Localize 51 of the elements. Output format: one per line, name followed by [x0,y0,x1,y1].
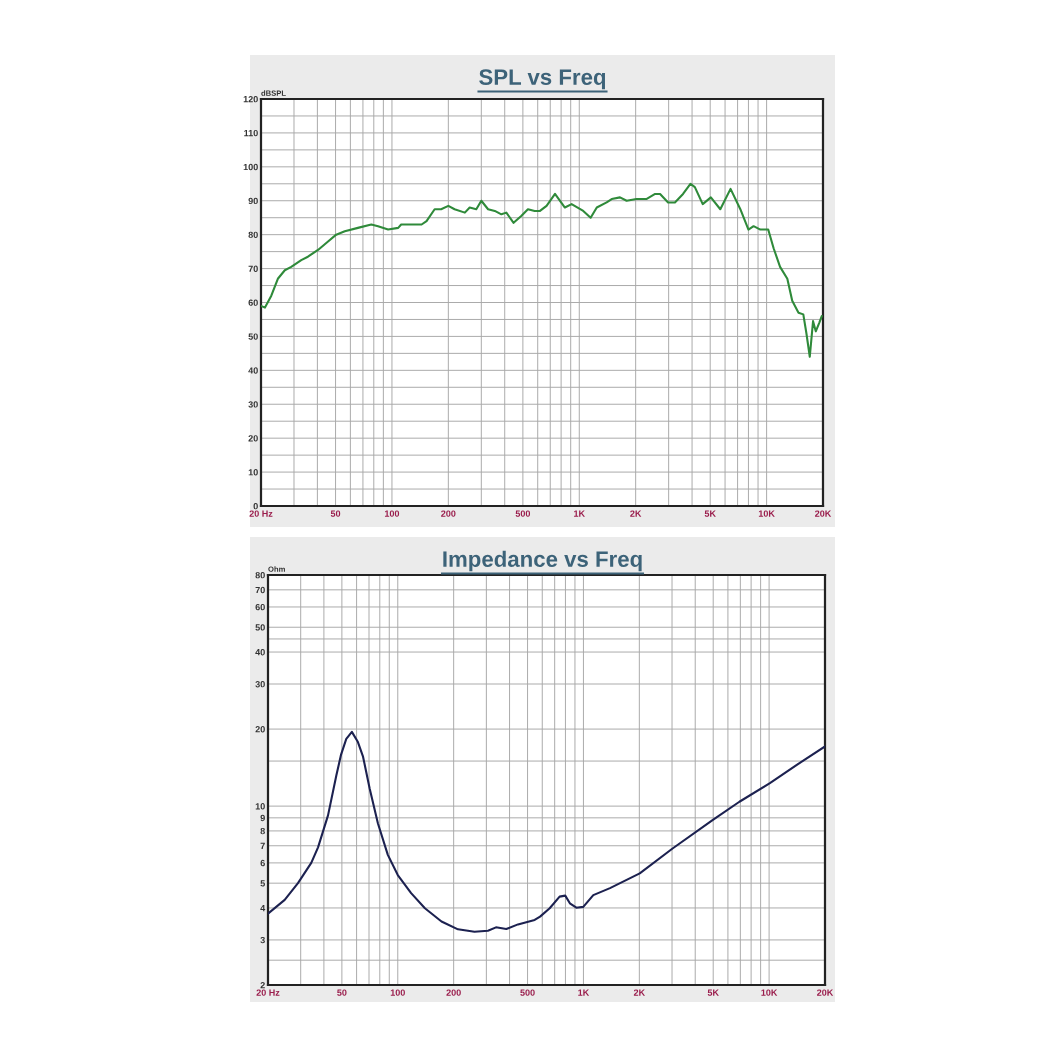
x-tick-label: 20K [817,989,834,996]
y-tick-label: 8 [260,827,265,835]
y-tick-label: 60 [255,603,265,611]
x-tick-label: 2K [630,510,642,517]
y-tick-label: 40 [255,649,265,656]
y-tick-label: 10 [255,803,265,810]
x-tick-label: 1K [574,510,585,517]
x-tick-label: 5K [704,510,716,517]
x-tick-label: 100 [384,510,400,517]
x-tick-label: 5K [707,989,719,996]
x-tick-label: 500 [520,989,535,996]
x-tick-label: 2K [633,989,646,996]
y-tick-label: 110 [244,129,258,137]
y-tick-label: 4 [260,905,266,912]
y-tick-label: 50 [255,624,265,631]
x-tick-label: 1K [578,989,590,996]
y-tick-label: 30 [248,401,258,408]
y-tick-label: 80 [255,571,265,579]
y-tick-label: 50 [248,333,258,340]
x-tick-label: 200 [441,510,456,517]
y-tick-label: 90 [248,197,258,205]
x-tick-label: 10K [761,989,778,996]
chart-title: SPL vs Freq [479,69,606,90]
y-tick-label: 70 [248,265,258,272]
x-tick-label: 10K [758,510,775,517]
y-tick-label: 20 [248,435,258,442]
y-tick-label: 9 [260,814,265,822]
x-tick-label: 50 [330,510,341,517]
y-tick-label: 2 [260,981,265,989]
x-tick-label: 20 Hz [249,510,273,517]
y-tick-label: 120 [243,95,258,103]
x-tick-label: 200 [446,989,461,996]
y-tick-label: 60 [248,299,258,306]
y-tick-label: 6 [260,859,265,867]
x-tick-label: 500 [515,510,531,517]
y-tick-label: 80 [248,231,258,239]
x-tick-label: 20K [815,510,832,517]
y-tick-label: 10 [248,469,258,476]
y-tick-label: 40 [248,367,258,374]
y-tick-label: 100 [243,163,258,171]
y-tick-label: 7 [260,842,265,850]
y-tick-label: 5 [260,880,265,887]
y-tick-label: 3 [260,936,265,944]
x-tick-label: 100 [390,989,405,996]
y-tick-label: 20 [255,726,265,733]
x-tick-label: 50 [337,989,347,996]
y-tick-label: 0 [253,502,258,510]
chart-title: Impedance vs Freq [443,550,642,572]
y-tick-label: 70 [255,586,265,594]
y-tick-label: 30 [255,680,265,688]
x-tick-label: 20 Hz [256,989,280,996]
